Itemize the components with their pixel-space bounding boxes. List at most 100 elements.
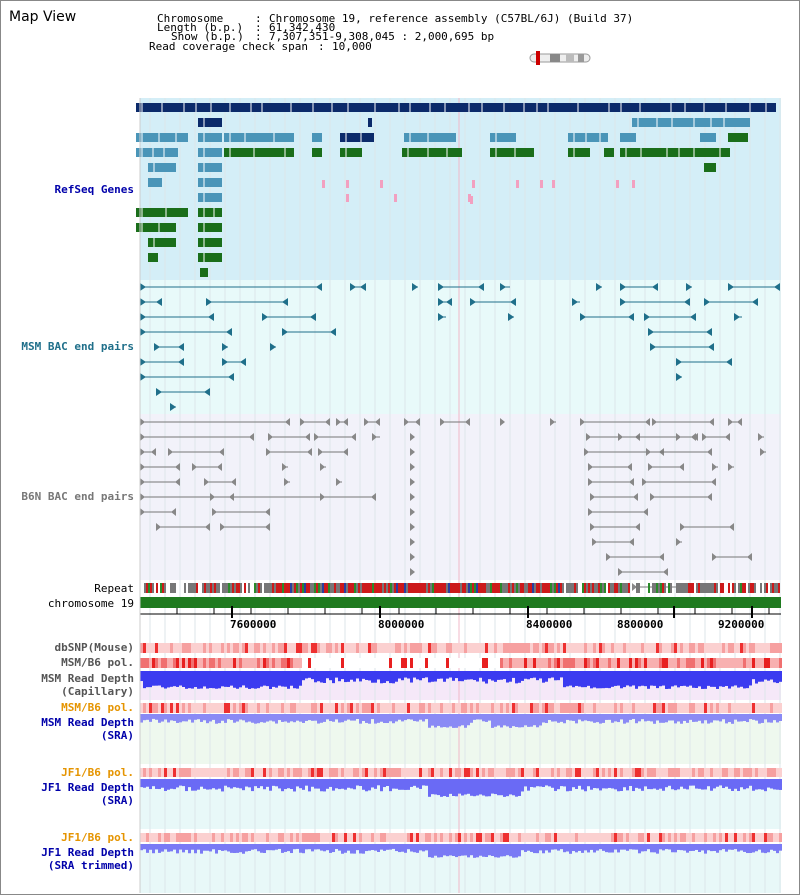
jf1-b6-pol-cell-2 <box>674 833 677 842</box>
jf1-b6-pol-cell-2 <box>239 833 242 842</box>
repeat-element <box>772 583 774 593</box>
msm-sra-depth-bar <box>269 714 272 721</box>
msm-capillary-depth-bar <box>692 671 695 688</box>
jf1-sra-depth-bar <box>302 779 305 790</box>
jf1-trim-depth-bar <box>200 844 203 854</box>
msm-b6-pol-cell <box>527 658 530 668</box>
jf1-sra-depth-bar <box>188 779 191 788</box>
msm-sra-depth-bar <box>584 714 587 721</box>
msm-sra-depth-bar <box>329 714 332 722</box>
dbsnp-cell <box>470 643 473 653</box>
jf1-sra-depth-bar <box>635 779 638 788</box>
repeat-element <box>500 583 502 593</box>
jf1-b6-pol-cell <box>278 768 281 777</box>
jf1-trim-depth-bar <box>377 844 380 852</box>
jf1-trim-depth-bar <box>305 844 308 850</box>
jf1-b6-pol-cell <box>698 768 701 777</box>
refseq-genes[interactable] <box>136 103 776 277</box>
jf1-sra-depth-bar <box>524 779 527 787</box>
jf1-b6-pol-cell-2 <box>665 833 668 842</box>
jf1-sra-depth-bar <box>428 779 431 797</box>
gene-feature <box>148 238 176 247</box>
jf1-b6-pol-cell-2 <box>587 833 590 842</box>
jf1-b6-pol-cell <box>296 768 299 777</box>
jf1-trim-depth-bar <box>479 844 482 856</box>
msm-sra-depth-bar <box>284 714 287 722</box>
label-msm-depth-sra-1: MSM Read Depth <box>41 716 134 729</box>
repeat-element <box>764 583 766 593</box>
msm-b6-pol-cell-2 <box>482 703 485 713</box>
dbsnp-cell <box>185 643 188 653</box>
jf1-trim-depth-bar <box>350 844 353 854</box>
chromosome-bar[interactable] <box>140 597 781 608</box>
jf1-sra-depth-bar <box>539 779 542 787</box>
bac-end <box>268 433 273 441</box>
dbsnp-cell <box>206 643 209 653</box>
jf1-trim-depth-bar <box>530 844 533 852</box>
jf1-b6-pol-cell <box>767 768 770 777</box>
msm-b6-pol-cell <box>614 658 617 668</box>
msm-capillary-depth-bar <box>293 671 296 689</box>
msm-capillary-depth-bar <box>500 671 503 680</box>
repeat-element <box>354 583 356 593</box>
jf1-b6-pol-cell-2 <box>200 833 203 842</box>
jf1-trim-depth-bar <box>338 844 341 851</box>
jf1-trim-depth-bar <box>170 844 173 852</box>
jf1-b6-pol-cell <box>362 768 365 777</box>
read-depth-tracks[interactable] <box>140 671 782 858</box>
bac-end <box>676 538 681 546</box>
msm-capillary-depth-bar <box>731 671 734 687</box>
dbsnp-cell <box>434 643 437 653</box>
jf1-trim-depth-bar <box>548 844 551 853</box>
jf1-trim-depth-bar <box>164 844 167 850</box>
repeat-element <box>594 583 596 593</box>
repeat-element <box>714 583 716 593</box>
bac-end <box>410 553 415 561</box>
jf1-sra-depth-bar <box>401 779 404 790</box>
msm-bac-pairs[interactable] <box>140 283 780 411</box>
msm-b6-pol-cell <box>755 658 758 668</box>
dbsnp-cell <box>257 643 260 653</box>
msm-sra-depth-bar <box>704 714 707 721</box>
chromosome-ideogram[interactable] <box>529 51 591 65</box>
jf1-b6-pol-cell-2 <box>659 833 662 842</box>
repeat-track[interactable] <box>144 583 780 593</box>
chromosome-value: Chromosome 19, reference assembly (C57BL… <box>269 12 634 25</box>
bac-end <box>465 418 470 426</box>
repeat-element <box>508 583 510 593</box>
repeat-element <box>752 583 754 593</box>
dbsnp-cell <box>590 643 593 653</box>
jf1-sra-depth-bar <box>356 779 359 786</box>
jf1-b6-pol-cell-2 <box>404 833 407 842</box>
dbsnp-cell <box>662 643 665 653</box>
msm-b6-pol-cell <box>776 658 779 668</box>
msm-sra-depth-bar <box>350 714 353 721</box>
bac-end <box>240 358 246 366</box>
msm-capillary-depth-bar <box>626 671 629 686</box>
msm-b6-pol-cell-2 <box>455 703 458 713</box>
repeat-element <box>340 583 342 593</box>
jf1-trim-depth-bar <box>326 844 329 851</box>
jf1-sra-depth-bar <box>575 779 578 789</box>
repeat-element <box>604 583 606 593</box>
msm-capillary-depth-bar <box>179 671 182 686</box>
msm-sra-depth-bar <box>140 714 143 723</box>
msm-sra-depth-bar <box>293 714 296 723</box>
repeat-element <box>144 583 146 593</box>
repeat-element <box>384 583 386 593</box>
jf1-trim-depth-bar <box>731 844 734 850</box>
jf1-b6-pol-cell-2 <box>512 833 515 842</box>
jf1-b6-pol-cell-2 <box>350 833 353 842</box>
msm-b6-pol-cell <box>401 658 404 668</box>
polymorphism-strips[interactable] <box>140 643 782 842</box>
jf1-sra-depth-bar <box>626 779 629 791</box>
jf1-sra-depth-bar <box>368 779 371 791</box>
jf1-sra-depth-bar <box>737 779 740 792</box>
jf1-trim-depth-bar <box>509 844 512 857</box>
b6n-bac-pairs[interactable] <box>140 418 766 591</box>
bac-end <box>584 448 589 456</box>
jf1-trim-depth-bar <box>617 844 620 853</box>
jf1-b6-pol-cell-2 <box>278 833 281 842</box>
bac-end <box>644 313 650 321</box>
